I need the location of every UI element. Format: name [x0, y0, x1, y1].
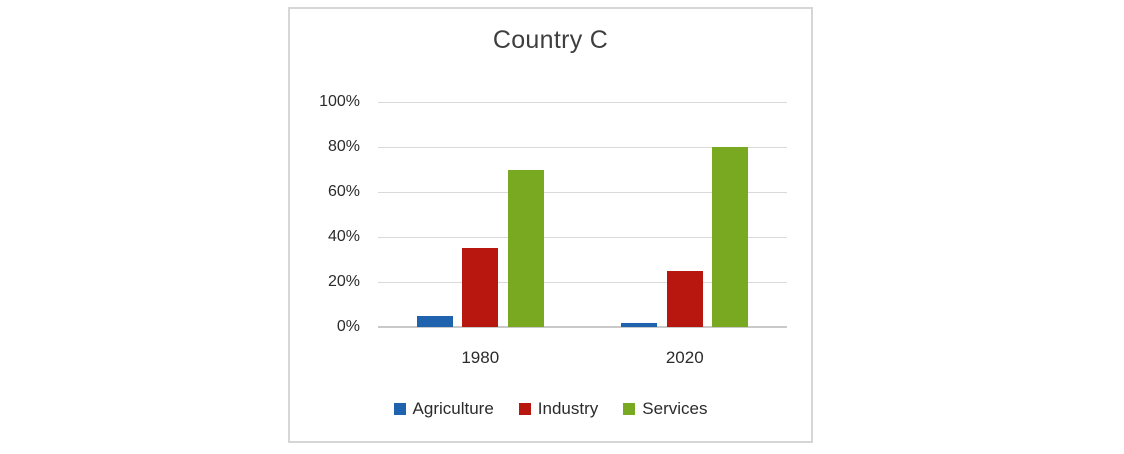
bar-industry-2020: [666, 270, 703, 327]
legend-label: Agriculture: [412, 399, 494, 418]
legend-label: Industry: [537, 399, 599, 418]
bar-agriculture-1980: [416, 315, 453, 327]
y-tick-label: 100%: [319, 93, 360, 110]
y-tick-label: 0%: [336, 318, 360, 335]
gridline: [378, 237, 787, 238]
legend: Agriculture Industry Services: [290, 399, 811, 419]
gridline: [378, 282, 787, 283]
chart-title: Country C: [492, 26, 609, 54]
gridline: [378, 102, 787, 103]
plot-area: [378, 102, 787, 328]
legend-label: Services: [642, 399, 708, 418]
y-tick-label: 60%: [327, 183, 360, 200]
x-category-label: 2020: [665, 348, 704, 367]
y-tick-label: 80%: [327, 138, 360, 155]
legend-swatch-icon: [623, 403, 636, 415]
legend-item-agriculture: Agriculture: [393, 399, 494, 419]
y-tick-label: 20%: [327, 273, 360, 290]
bar-agriculture-2020: [621, 322, 658, 327]
bar-services-1980: [507, 169, 544, 327]
legend-swatch-icon: [393, 403, 406, 415]
legend-swatch-icon: [518, 403, 531, 415]
x-axis-line: [378, 326, 787, 328]
legend-item-industry: Industry: [518, 399, 599, 419]
y-tick-label: 40%: [327, 228, 360, 245]
x-category-label: 1980: [461, 348, 500, 367]
bar-services-2020: [712, 147, 749, 327]
bar-industry-1980: [462, 248, 499, 327]
gridline: [378, 147, 787, 148]
legend-item-services: Services: [623, 399, 707, 419]
gridline: [378, 192, 787, 193]
chart-container: Country C Agriculture Industry Services 10…: [288, 7, 813, 443]
